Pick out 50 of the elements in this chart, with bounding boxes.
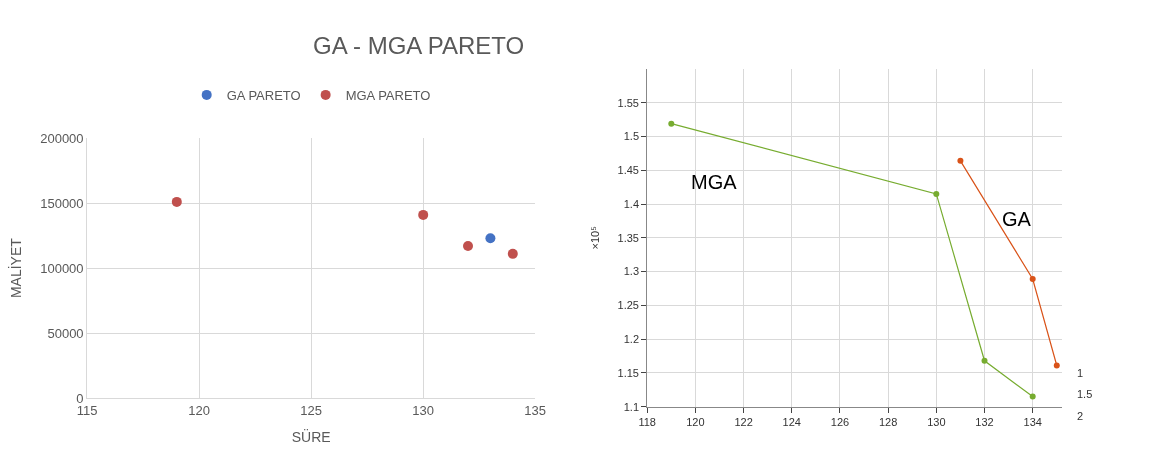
y-tick-label: 1.15 <box>617 366 639 379</box>
series-label: GA <box>1002 208 1032 230</box>
point <box>933 190 940 197</box>
point <box>463 241 473 252</box>
y-tick-label: 1.25 <box>617 299 639 312</box>
text: 2 <box>1077 410 1084 422</box>
x-tick-label: 125 <box>300 402 323 418</box>
y-tick-label: 100000 <box>40 260 84 276</box>
x-tick-label: 134 <box>1023 415 1042 428</box>
x-tick-label: 120 <box>686 415 705 428</box>
y-tick-label: 1.45 <box>617 164 639 177</box>
point <box>1053 362 1060 369</box>
y-tick-label: 200000 <box>40 130 84 146</box>
x-tick-label: 130 <box>927 415 946 428</box>
y-tick-label: 1.55 <box>617 96 639 109</box>
y-axis-title: ×10⁵ <box>589 226 602 250</box>
x-tick-label: 122 <box>734 415 753 428</box>
chart-title: GA - MGA PARETO <box>313 32 525 59</box>
x-tick-label: 128 <box>878 415 898 428</box>
x-tick-label: 124 <box>782 415 801 428</box>
x-tick-label: 118 <box>638 415 656 428</box>
point <box>1029 393 1036 400</box>
point <box>171 196 182 207</box>
point <box>668 120 675 127</box>
y-tick-label: 1.4 <box>623 197 639 210</box>
point <box>418 209 429 220</box>
text: 1.5 <box>1077 388 1093 400</box>
y-tick-label: 1.3 <box>623 265 639 278</box>
y-tick-label: 1.35 <box>617 231 639 244</box>
point <box>507 248 518 259</box>
text: 1 <box>1077 367 1084 379</box>
y-tick-label: 1.1 <box>623 400 639 413</box>
y-axis-title: MALİYET <box>6 237 24 299</box>
y-tick-label: 150000 <box>40 195 84 211</box>
y-tick-label: 1.5 <box>623 130 639 143</box>
x-tick-label: 132 <box>975 415 994 428</box>
point <box>1029 276 1036 283</box>
point <box>981 357 988 364</box>
x-tick-label: 130 <box>412 402 435 418</box>
x-axis-title: SÜRE <box>291 427 331 445</box>
y-tick-label: 50000 <box>47 325 84 341</box>
y-tick-label: 1.2 <box>623 333 639 345</box>
x-tick-label: 126 <box>830 415 850 428</box>
legend-label: MGA PARETO <box>345 87 431 103</box>
x-tick-label: 120 <box>188 402 211 418</box>
point <box>485 233 496 244</box>
series-label: MGA <box>691 171 738 193</box>
legend-label: GA PARETO <box>226 87 301 103</box>
point <box>957 157 964 164</box>
x-tick-label: 135 <box>524 402 547 418</box>
